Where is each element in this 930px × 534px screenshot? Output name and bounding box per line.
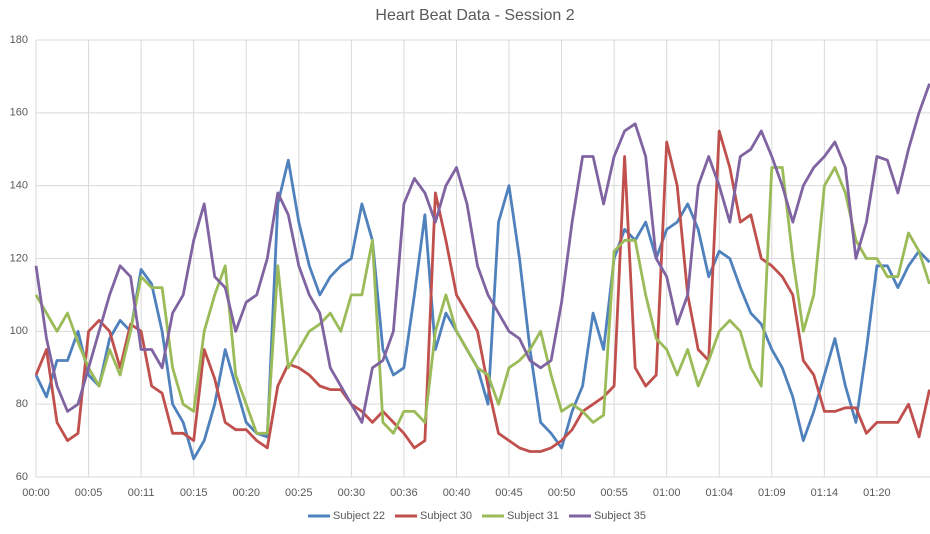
chart-title: Heart Beat Data - Session 2 (375, 7, 574, 24)
y-tick-label: 160 (10, 107, 28, 119)
x-tick-label: 00:55 (600, 487, 628, 499)
x-tick-label: 00:05 (75, 487, 103, 499)
series-line (34, 129, 930, 453)
y-tick-label: 140 (10, 180, 28, 192)
legend-label: Subject 35 (594, 510, 646, 522)
x-tick-label: 00:36 (390, 487, 418, 499)
series-line (34, 158, 930, 461)
y-tick-label: 180 (10, 34, 28, 46)
y-tick-label: 100 (10, 325, 28, 337)
x-tick-label: 01:20 (863, 487, 891, 499)
y-tick-label: 60 (16, 471, 28, 483)
series-line (34, 166, 930, 435)
x-tick-label: 00:40 (443, 487, 471, 499)
x-tick-label: 01:09 (758, 487, 786, 499)
y-tick-label: 80 (16, 398, 28, 410)
legend-label: Subject 22 (333, 510, 385, 522)
x-tick-label: 00:20 (232, 487, 260, 499)
legend-label: Subject 30 (420, 510, 472, 522)
y-tick-label: 120 (10, 252, 28, 264)
x-tick-label: 00:25 (285, 487, 313, 499)
x-tick-label: 00:11 (128, 487, 155, 499)
x-tick-label: 00:50 (548, 487, 576, 499)
x-tick-label: 00:30 (338, 487, 366, 499)
x-tick-label: 01:14 (811, 487, 839, 499)
x-tick-label: 00:00 (22, 487, 50, 499)
x-tick-label: 00:15 (180, 487, 208, 499)
x-tick-label: 01:04 (705, 487, 733, 499)
legend-label: Subject 31 (507, 510, 559, 522)
x-tick-label: 01:00 (653, 487, 681, 499)
series-line (34, 83, 930, 424)
x-tick-label: 00:45 (495, 487, 523, 499)
